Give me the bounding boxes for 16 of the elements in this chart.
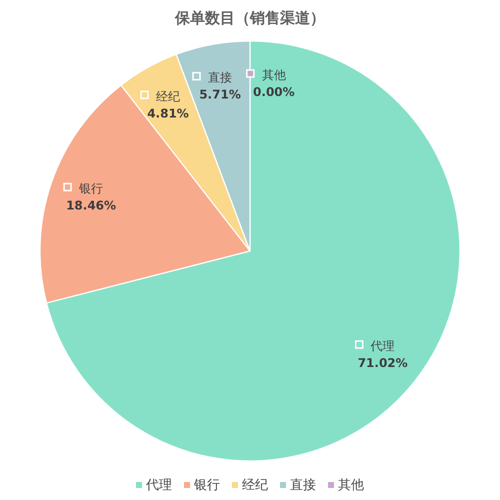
data-label: 5.71% <box>199 88 241 102</box>
legend-label: 代理 <box>146 478 172 493</box>
slice-name-label: 其他 <box>262 68 286 82</box>
slice-name-label: 代理 <box>370 339 395 354</box>
legend-label: 直接 <box>290 478 316 493</box>
slice-name-label: 经纪 <box>156 89 180 104</box>
chart-title: 保单数目（销售渠道） <box>175 9 325 27</box>
data-label: 0.00% <box>253 85 295 99</box>
legend-label: 经纪 <box>242 478 268 493</box>
legend-label: 银行 <box>194 478 220 493</box>
data-label: 4.81% <box>147 106 189 120</box>
legend-label: 其他 <box>338 478 364 493</box>
data-label: 71.02% <box>358 356 408 370</box>
slice-name-label: 银行 <box>79 182 104 196</box>
data-label: 18.46% <box>66 198 116 213</box>
slice-name-label: 直接 <box>208 70 232 85</box>
